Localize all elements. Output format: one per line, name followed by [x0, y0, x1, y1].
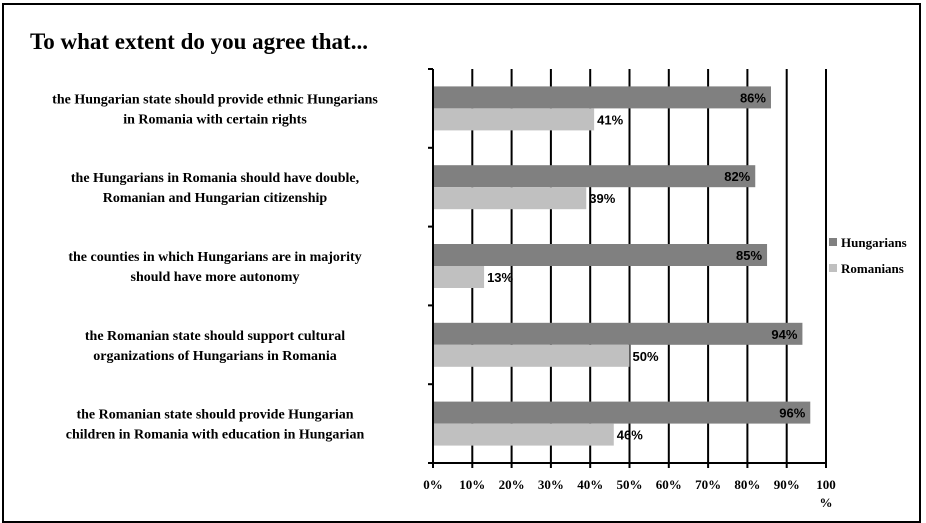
x-tick-label: 80%: [734, 477, 760, 492]
data-label: 39%: [589, 191, 615, 206]
data-label: 50%: [633, 349, 659, 364]
data-label: 13%: [487, 270, 513, 285]
x-tick-label: 90%: [774, 477, 800, 492]
data-label: 41%: [597, 112, 623, 127]
category-label: Romanian and Hungarian citizenship: [103, 191, 328, 206]
category-label: in Romania with certain rights: [123, 112, 307, 127]
x-axis-label: %: [820, 495, 833, 510]
x-tick-label: 70%: [695, 477, 721, 492]
category-label: organizations of Hungarians in Romania: [93, 349, 336, 364]
legend-label-romanians: Romanians: [841, 261, 904, 276]
bar-romanians: [433, 266, 485, 288]
x-tick-label: 50%: [617, 477, 643, 492]
x-tick-label: 20%: [499, 477, 525, 492]
category-label: the Romanian state should provide Hungar…: [76, 408, 353, 423]
x-tick-label: 0%: [423, 477, 443, 492]
data-label: 96%: [779, 406, 805, 421]
legend-label-hungarians: Hungarians: [841, 235, 907, 250]
data-label: 85%: [736, 248, 762, 263]
category-label: the Hungarians in Romania should have do…: [71, 171, 359, 186]
data-label: 86%: [740, 90, 766, 105]
category-label: should have more autonomy: [131, 270, 300, 285]
bar-romanians: [433, 187, 587, 210]
bar-hungarians: [433, 322, 803, 345]
x-tick-label: 10%: [459, 477, 485, 492]
legend-swatch-romanians: [829, 264, 837, 272]
category-label: the Hungarian state should provide ethni…: [52, 92, 378, 107]
category-label: the Romanian state should support cultur…: [85, 329, 345, 344]
bar-romanians: [433, 344, 630, 367]
legend-swatch-hungarians: [829, 238, 837, 246]
bar-hungarians: [433, 165, 756, 188]
chart-plot: 86% 41% the Hungarian state should provide…: [52, 68, 907, 510]
x-tick-label: 40%: [577, 477, 603, 492]
x-tick-label: 100: [816, 477, 836, 492]
data-label: 46%: [617, 428, 643, 443]
x-tick-label: 30%: [538, 477, 564, 492]
bar-hungarians: [433, 401, 811, 424]
x-tick-label: 60%: [656, 477, 682, 492]
category-label: children in Romania with education in Hu…: [66, 428, 365, 443]
bar-romanians: [433, 423, 614, 446]
bar-hungarians: [433, 244, 768, 266]
category-label: the counties in which Hungarians are in …: [68, 250, 361, 265]
data-label: 94%: [771, 327, 797, 342]
data-label: 82%: [724, 169, 750, 184]
chart-title: To what extent do you agree that...: [30, 29, 368, 54]
bar-hungarians: [433, 86, 771, 109]
bar-romanians: [433, 108, 595, 131]
